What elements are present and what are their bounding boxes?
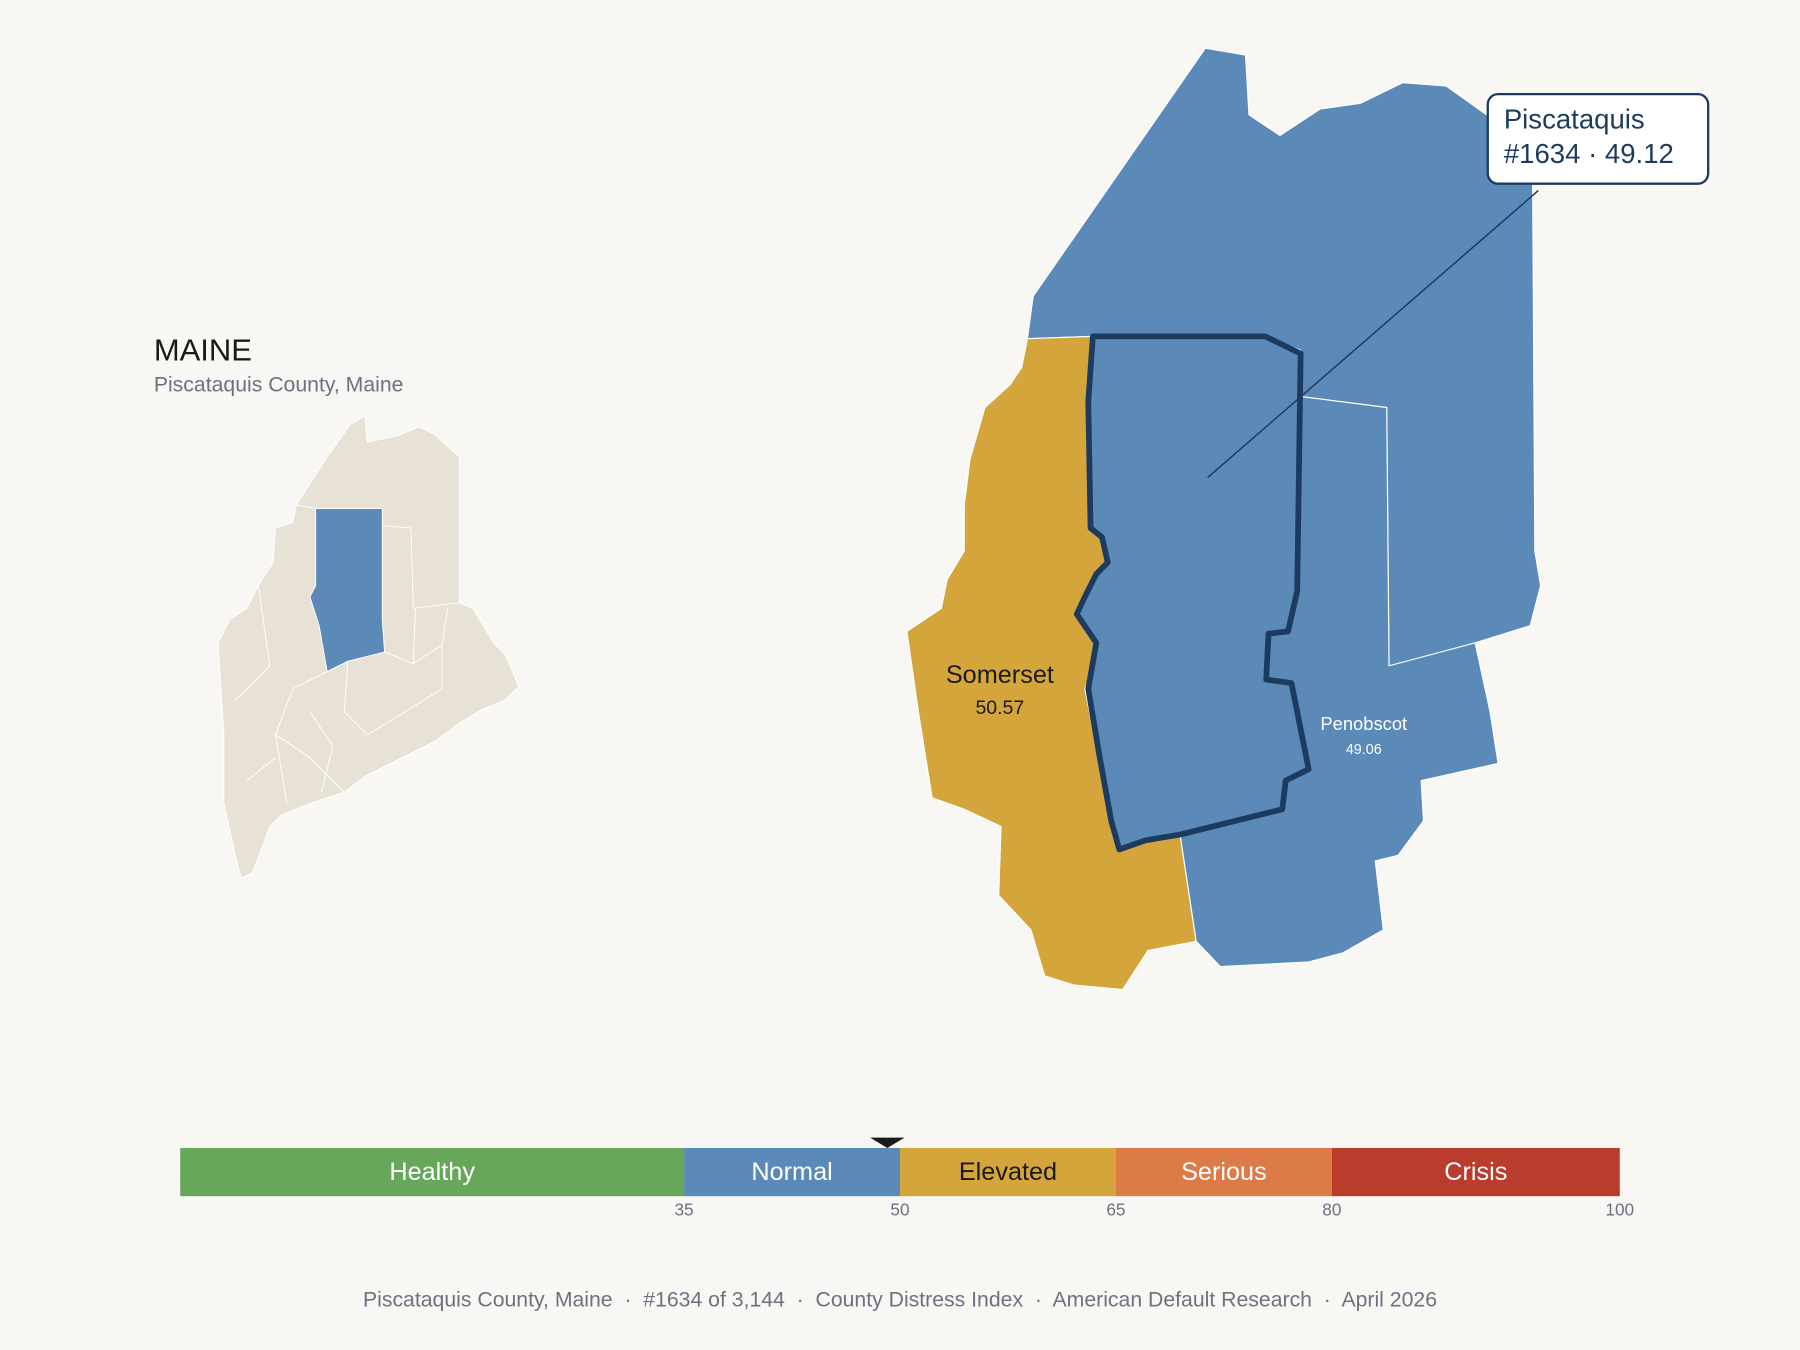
- main-map: Somerset 50.57 Penobscot 49.06: [906, 47, 1542, 991]
- callout: Piscataquis #1634 · 49.12: [1207, 92, 1710, 479]
- inset-county-lines: [235, 504, 460, 804]
- state-subtitle: Piscataquis County, Maine: [154, 373, 404, 396]
- footer: Piscataquis County, Maine · #1634 of 3,1…: [363, 1288, 1437, 1311]
- callout-box: [1486, 92, 1710, 185]
- county-label: Somerset: [946, 661, 1054, 689]
- scale-band: [1331, 1147, 1620, 1197]
- selected-county-shape: [1073, 333, 1312, 853]
- county-label: Penobscot: [1320, 713, 1407, 734]
- scale-band: [900, 1147, 1116, 1197]
- scale-tick-label: 65: [1106, 1200, 1125, 1220]
- callout-name: Piscataquis: [1504, 104, 1645, 135]
- county-value: 49.06: [1346, 742, 1382, 758]
- callout-leader: [1207, 189, 1539, 479]
- scale-band-label: Elevated: [959, 1158, 1057, 1186]
- scale-band-label: Crisis: [1444, 1158, 1507, 1186]
- scale-tick-label: 80: [1322, 1200, 1341, 1220]
- inset-map: [217, 414, 520, 879]
- inset-selected-county: [309, 508, 386, 673]
- distress-scale: Healthy 35 Normal 50 Elevated 65 Serious 80 Cris…: [180, 1137, 1634, 1220]
- state-title: MAINE: [154, 332, 252, 367]
- scale-tick-label: 100: [1605, 1200, 1634, 1220]
- scale-tick-label: 50: [890, 1200, 909, 1220]
- callout-rank: #1634 · 49.12: [1504, 138, 1674, 169]
- scale-band: [684, 1147, 900, 1197]
- scale-band-label: Normal: [751, 1158, 832, 1186]
- scale-band: [1115, 1147, 1332, 1197]
- scale-marker: [870, 1137, 905, 1148]
- scale-tick-label: 35: [674, 1200, 693, 1220]
- scale-band-label: Serious: [1181, 1158, 1267, 1186]
- county-value: 50.57: [975, 697, 1024, 719]
- scale-band-label: Healthy: [389, 1158, 475, 1186]
- scale-band: [180, 1147, 685, 1197]
